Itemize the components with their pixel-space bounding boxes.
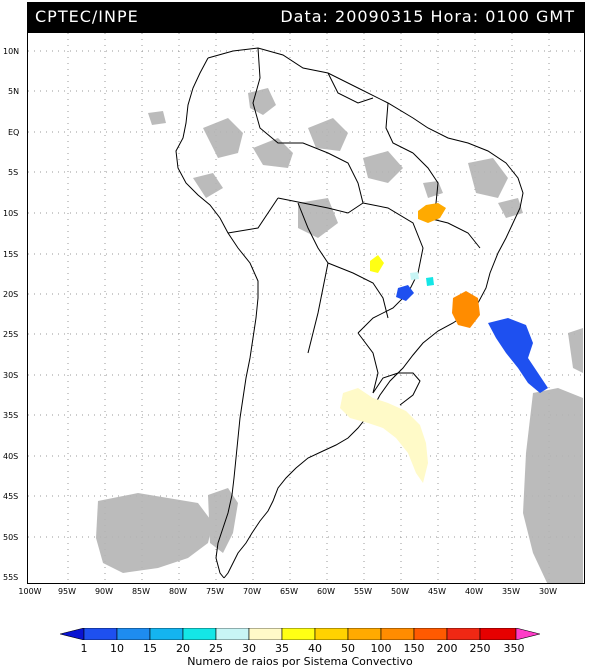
lat-label: EQ	[8, 128, 20, 137]
colorbar-label: 200	[436, 642, 458, 655]
colorbar-label: 100	[370, 642, 392, 655]
lon-label: 30W	[538, 587, 558, 596]
colorbar-title: Numero de raios por Sistema Convectivo	[187, 655, 413, 668]
map-header: CPTEC/INPE Data: 20090315 Hora: 0100 GMT	[27, 2, 585, 32]
colorbar-label: 35	[275, 642, 289, 655]
lon-label: 45W	[427, 587, 447, 596]
colorbar-swatch	[60, 628, 85, 640]
colorbar-swatch	[182, 628, 217, 640]
colorbar-swatch	[83, 628, 118, 640]
map-svg	[28, 33, 584, 583]
lat-label: 45S	[3, 492, 19, 501]
lon-label: 55W	[353, 587, 373, 596]
colorbar-label: 15	[143, 642, 157, 655]
colorbar-label: 150	[403, 642, 425, 655]
colorbar-label: 20	[176, 642, 190, 655]
colorbar-swatch	[380, 628, 415, 640]
lat-label: 20S	[3, 290, 19, 299]
lon-label: 75W	[205, 587, 225, 596]
source-title: CPTEC/INPE	[35, 7, 139, 26]
colorbar-swatch	[515, 628, 540, 640]
colorbar-swatch	[215, 628, 250, 640]
lat-label: 15S	[3, 250, 19, 259]
lat-label: 10S	[3, 209, 19, 218]
colorbar-swatch	[479, 628, 517, 640]
colorbar-label: 25	[209, 642, 223, 655]
lat-label: 5N	[8, 87, 20, 96]
colorbar-label: 1	[80, 642, 88, 655]
coastline	[175, 47, 524, 579]
colorbar-label: 30	[242, 642, 256, 655]
colorbar-label: 50	[341, 642, 355, 655]
lat-label: 35S	[3, 411, 19, 420]
lon-label: 40W	[464, 587, 484, 596]
system-lightcyan	[410, 272, 419, 280]
colorbar-swatch	[149, 628, 184, 640]
colorbar-label: 350	[503, 642, 525, 655]
colorbar-label: 10	[110, 642, 124, 655]
lon-label: 60W	[316, 587, 336, 596]
system-blue-ocean	[488, 318, 548, 393]
lon-label: 80W	[168, 587, 188, 596]
colorbar-label: 40	[308, 642, 322, 655]
system-orange-ne	[418, 203, 446, 223]
colorbar-swatch	[347, 628, 382, 640]
system-blue-small	[396, 285, 414, 301]
system-yellow	[370, 255, 384, 273]
lon-label: 100W	[18, 587, 42, 596]
lon-label: 85W	[131, 587, 151, 596]
colorbar-swatch	[116, 628, 151, 640]
colorbar-swatch	[314, 628, 349, 640]
map-panel	[27, 32, 585, 584]
colorbar-swatch	[413, 628, 448, 640]
system-cyan	[426, 277, 434, 286]
lon-label: 35W	[501, 587, 521, 596]
datetime-title: Data: 20090315 Hora: 0100 GMT	[280, 7, 575, 26]
colorbar-swatch	[248, 628, 283, 640]
lat-label: 50S	[3, 533, 19, 542]
lon-label: 95W	[57, 587, 77, 596]
colorbar	[60, 628, 540, 640]
lat-label: 40S	[3, 452, 19, 461]
lat-label: 55S	[3, 573, 19, 582]
lat-label: 10N	[3, 47, 20, 56]
colorbar-label: 250	[469, 642, 491, 655]
colorbar-swatch	[446, 628, 481, 640]
convective-systems	[340, 203, 548, 483]
cloud-cover	[96, 88, 583, 583]
lat-label: 5S	[8, 168, 19, 177]
lat-label: 25S	[3, 330, 19, 339]
lon-label: 65W	[279, 587, 299, 596]
system-orange-se	[452, 291, 480, 328]
lon-label: 90W	[94, 587, 114, 596]
system-cream	[340, 388, 428, 483]
lat-label: 30S	[3, 371, 19, 380]
colorbar-swatch	[281, 628, 316, 640]
lon-label: 70W	[242, 587, 262, 596]
lon-label: 50W	[390, 587, 410, 596]
